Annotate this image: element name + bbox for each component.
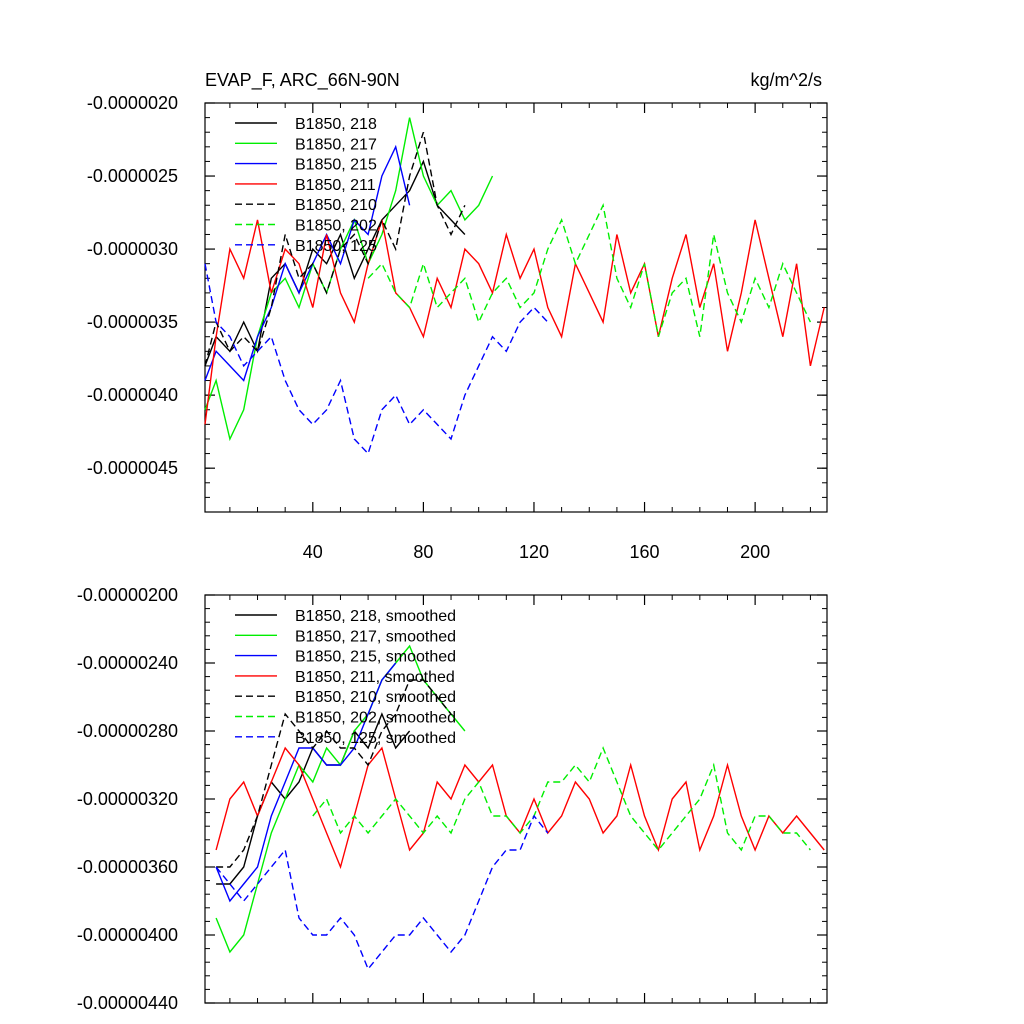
top-panel: 40 80 120 160 200 -0.0000020 -0.0000025 -0.0000… [87, 70, 828, 562]
x-tick-label: 120 [519, 542, 549, 562]
y-tick-label: -0.00000200 [77, 585, 178, 605]
legend-label: B1850, 215, smoothed [295, 649, 456, 666]
y-tick-label: -0.0000020 [87, 93, 178, 113]
series-line-5 [204, 131, 466, 367]
series-line-7 [215, 814, 549, 971]
legend-label: B1850, 218, smoothed [295, 608, 456, 625]
chart-title: EVAP_F, ARC_66N-90N [205, 70, 400, 91]
series-line-2 [204, 117, 494, 442]
series-line-3 [204, 144, 411, 382]
series-line-4 [204, 219, 825, 425]
series-line-5 [216, 679, 452, 868]
x-tick-label: 40 [303, 542, 323, 562]
y-tick-label: -0.00000360 [77, 857, 178, 877]
y-tick-label: -0.00000240 [77, 653, 178, 673]
y-tick-label: -0.0000035 [87, 312, 178, 332]
units-label: kg/m^2/s [751, 70, 822, 90]
legend-label: B1850, 217 [295, 136, 377, 153]
y-tick-label: -0.00000440 [77, 993, 178, 1013]
legend-label: B1850, 125, smoothed [295, 730, 456, 747]
legend-label: B1850, 202, smoothed [295, 710, 456, 727]
y-tick-label: -0.0000025 [87, 166, 178, 186]
legend-label: B1850, 218 [295, 116, 377, 133]
legend-label: B1850, 217, smoothed [295, 628, 456, 645]
legend-label: B1850, 210, smoothed [295, 689, 456, 706]
legend-label: B1850, 211 [295, 177, 376, 194]
y-tick-label: -0.0000040 [87, 385, 178, 405]
bottom-panel: -0.00000200 -0.00000240 -0.00000280 -0.0000… [77, 585, 828, 1013]
x-tick-label: 200 [740, 542, 770, 562]
y-tick-label: -0.00000280 [77, 721, 178, 741]
y-tick-label: -0.0000030 [87, 239, 178, 259]
series-line-6 [312, 746, 811, 852]
legend-label: B1850, 125 [295, 238, 377, 255]
y-tick-label: -0.0000045 [87, 458, 178, 478]
legend-label: B1850, 202 [295, 218, 377, 235]
series-line-6 [367, 203, 812, 337]
series-line-7 [204, 263, 549, 455]
y-tick-label: -0.00000320 [77, 789, 178, 809]
x-tick-label: 160 [630, 542, 660, 562]
legend-label: B1850, 211, smoothed [295, 669, 455, 686]
legend-label: B1850, 215 [295, 157, 377, 174]
series-line-3 [215, 662, 397, 903]
y-tick-label: -0.00000400 [77, 925, 178, 945]
legend-label: B1850, 210 [295, 197, 377, 214]
x-tick-label: 80 [413, 542, 433, 562]
